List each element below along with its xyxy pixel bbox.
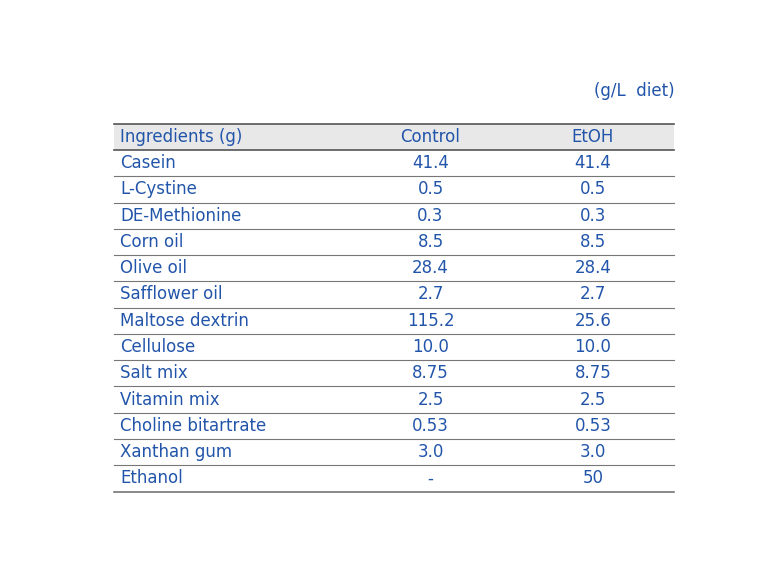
Text: 0.3: 0.3 (418, 207, 444, 225)
Text: Xanthan gum: Xanthan gum (120, 443, 232, 461)
Text: Cellulose: Cellulose (120, 338, 195, 356)
Text: DE-Methionine: DE-Methionine (120, 207, 241, 225)
Text: 28.4: 28.4 (574, 259, 611, 277)
Text: Casein: Casein (120, 154, 175, 172)
Text: 3.0: 3.0 (580, 443, 606, 461)
Text: 2.5: 2.5 (580, 391, 606, 409)
Text: Vitamin mix: Vitamin mix (120, 391, 220, 409)
Text: 8.5: 8.5 (418, 233, 444, 251)
Text: Safflower oil: Safflower oil (120, 285, 222, 303)
Text: 115.2: 115.2 (407, 312, 454, 330)
Text: Ingredients (g): Ingredients (g) (120, 128, 242, 146)
Text: 50: 50 (582, 469, 604, 487)
Text: 8.5: 8.5 (580, 233, 606, 251)
Text: 28.4: 28.4 (412, 259, 449, 277)
Bar (114, 124, 674, 150)
Text: Ethanol: Ethanol (120, 469, 183, 487)
Text: 41.4: 41.4 (412, 154, 449, 172)
Text: Choline bitartrate: Choline bitartrate (120, 417, 266, 435)
Text: 0.5: 0.5 (580, 180, 606, 198)
Text: 8.75: 8.75 (412, 364, 449, 382)
Text: (g/L  diet): (g/L diet) (594, 82, 674, 100)
Text: 10.0: 10.0 (412, 338, 449, 356)
Text: Corn oil: Corn oil (120, 233, 183, 251)
Text: -: - (428, 469, 434, 487)
Text: 2.7: 2.7 (580, 285, 606, 303)
Text: L-Cystine: L-Cystine (120, 180, 197, 198)
Text: 0.53: 0.53 (574, 417, 611, 435)
Text: 2.7: 2.7 (418, 285, 444, 303)
Text: Salt mix: Salt mix (120, 364, 188, 382)
Text: 0.3: 0.3 (580, 207, 606, 225)
Text: 8.75: 8.75 (574, 364, 611, 382)
Text: 3.0: 3.0 (418, 443, 444, 461)
Text: 25.6: 25.6 (574, 312, 611, 330)
Text: 10.0: 10.0 (574, 338, 611, 356)
Text: 0.53: 0.53 (412, 417, 449, 435)
Text: 2.5: 2.5 (418, 391, 444, 409)
Text: Control: Control (401, 128, 461, 146)
Text: Olive oil: Olive oil (120, 259, 187, 277)
Text: 0.5: 0.5 (418, 180, 444, 198)
Text: Maltose dextrin: Maltose dextrin (120, 312, 249, 330)
Text: 41.4: 41.4 (574, 154, 611, 172)
Text: EtOH: EtOH (572, 128, 614, 146)
